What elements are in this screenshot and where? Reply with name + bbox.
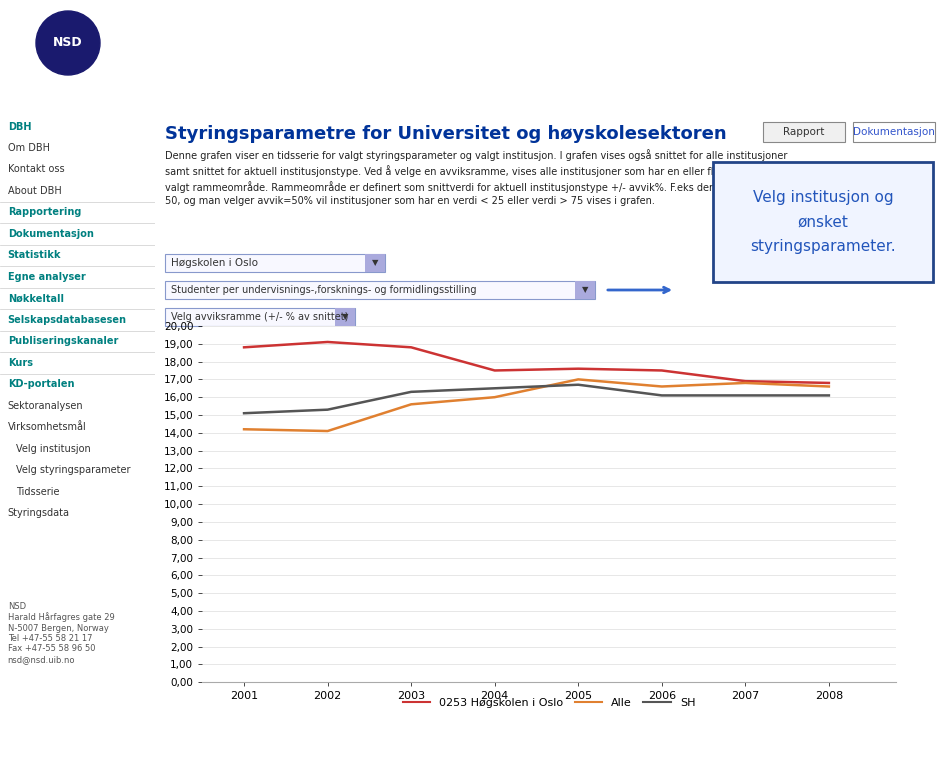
Legend: 0253 Høgskolen i Oslo, Alle, SH: 0253 Høgskolen i Oslo, Alle, SH <box>398 694 700 713</box>
Circle shape <box>33 8 103 78</box>
Text: Statistikk: Statistikk <box>8 250 61 261</box>
Text: Dokumentasjon: Dokumentasjon <box>853 127 935 137</box>
Text: Velg avviksramme (+/- % av snittet): Velg avviksramme (+/- % av snittet) <box>171 312 348 322</box>
Text: Tidsserie: Tidsserie <box>16 487 59 496</box>
Text: Datatjenester: Datatjenester <box>234 91 306 101</box>
Text: Nøkkeltall: Nøkkeltall <box>8 293 64 303</box>
Bar <box>335 308 355 326</box>
Text: Egne analyser: Egne analyser <box>8 272 86 282</box>
Text: Undervisning: Undervisning <box>431 91 500 101</box>
Text: Velg styringsparameter: Velg styringsparameter <box>16 465 130 475</box>
Text: Publiseringskanaler: Publiseringskanaler <box>8 337 118 346</box>
Text: DBH: DBH <box>8 121 31 132</box>
Text: Dokumentasjon: Dokumentasjon <box>8 229 93 239</box>
Text: ▼: ▼ <box>372 258 378 268</box>
Text: ▼: ▼ <box>341 312 348 321</box>
Text: Sektoranalysen: Sektoranalysen <box>8 401 83 411</box>
Bar <box>853 122 935 142</box>
Text: Velg institusjon: Velg institusjon <box>16 443 91 454</box>
Text: Om DBH: Om DBH <box>8 143 50 153</box>
Text: Internasjonalt: Internasjonalt <box>525 91 598 101</box>
Text: Database for statistikk om høgre utdanning: Database for statistikk om høgre utdanni… <box>115 34 526 52</box>
Text: NSD: NSD <box>171 91 193 101</box>
Text: NSD: NSD <box>53 36 83 49</box>
Text: Rapport: Rapport <box>784 127 825 137</box>
Bar <box>165 281 595 299</box>
Bar <box>763 122 845 142</box>
Text: Styringsparametre for Universitet og høyskolesektoren: Styringsparametre for Universitet og høy… <box>165 125 727 143</box>
Bar <box>713 162 933 282</box>
Text: About DBH: About DBH <box>8 186 61 196</box>
Text: Studenter per undervisnings-,forsknings- og formidlingsstilling: Studenter per undervisnings-,forsknings-… <box>171 285 476 295</box>
Bar <box>365 254 385 272</box>
Text: KD-portalen: KD-portalen <box>8 379 74 390</box>
Text: Velg institusjon og
ønsket
styringsparameter.: Velg institusjon og ønsket styringsparam… <box>751 190 896 254</box>
Text: Virksomhetsmål: Virksomhetsmål <box>8 422 87 432</box>
Text: ▼: ▼ <box>582 286 588 295</box>
Text: NSD
Harald Hårfagres gate 29
N-5007 Bergen, Norway
Tel +47-55 58 21 17
Fax +47-5: NSD Harald Hårfagres gate 29 N-5007 Berg… <box>8 602 114 664</box>
Text: Programvare: Programvare <box>337 91 404 101</box>
Text: Selskapsdatabasesen: Selskapsdatabasesen <box>8 315 126 325</box>
Text: Kurs: Kurs <box>8 358 33 368</box>
Text: Denne grafen viser en tidsserie for valgt styringsparameter og valgt institusjon: Denne grafen viser en tidsserie for valg… <box>165 149 805 206</box>
Text: Høgskolen i Oslo: Høgskolen i Oslo <box>171 258 258 268</box>
Bar <box>575 281 595 299</box>
Circle shape <box>36 11 100 75</box>
Bar <box>165 308 355 326</box>
Text: Rapportering: Rapportering <box>8 208 81 218</box>
Text: Kontakt oss: Kontakt oss <box>8 164 64 174</box>
Text: Styringsdata: Styringsdata <box>8 508 70 518</box>
Bar <box>165 254 385 272</box>
